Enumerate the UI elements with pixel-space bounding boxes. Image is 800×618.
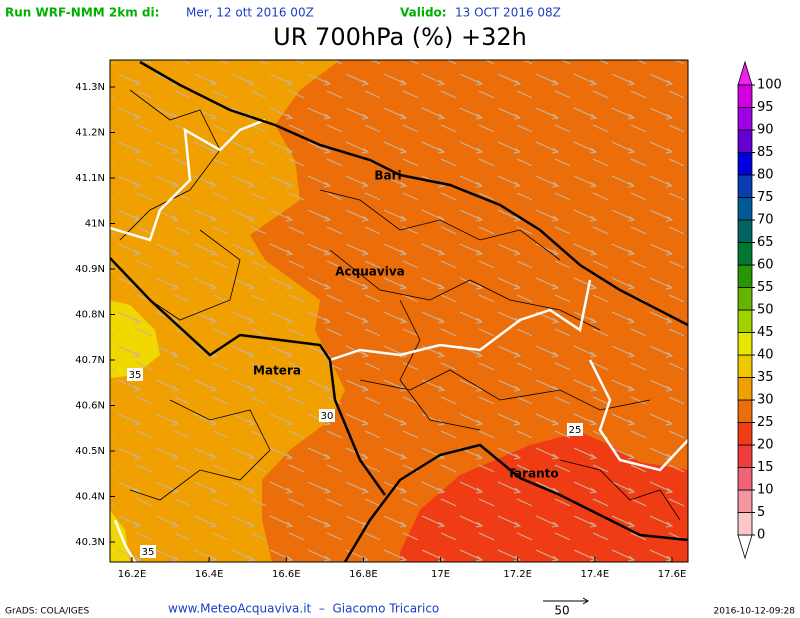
valid-label: Valido:: [400, 6, 447, 20]
run-label: Run WRF-NMM 2km di:: [5, 6, 159, 20]
contour-label: 25: [569, 425, 582, 436]
colorbar-box: [737, 512, 753, 536]
contour-label-box: [567, 423, 583, 436]
site: www.MeteoAcquaviva.it – Giacomo Tricaric…: [168, 602, 439, 616]
title: UR 700hPa (%) +32h: [273, 23, 527, 51]
colorbar-box: [737, 332, 753, 356]
header: Run WRF-NMM 2km di: Mer, 12 ott 2016 00Z…: [5, 6, 561, 52]
colorbar-box: [737, 242, 753, 266]
lat-label: 41.1N: [75, 173, 105, 184]
colorbar-label: 25: [757, 415, 774, 430]
lat-label: 40.4N: [75, 492, 105, 503]
place-label: Bari: [374, 169, 401, 183]
colorbar-box: [737, 219, 753, 243]
contour-label: 30: [321, 411, 334, 422]
contour-label: 35: [142, 547, 155, 558]
axes: 41.3N 41.2N 41.1N 41N 40.9N 40.8N 40.7N 40.6N 40…: [75, 82, 686, 580]
valid-date: 13 OCT 2016 08Z: [455, 6, 561, 20]
place-label: Matera: [253, 364, 301, 378]
place-label: Taranto: [507, 467, 558, 481]
colorbar-label: 100: [757, 78, 782, 93]
lat-label: 41.2N: [75, 128, 105, 139]
colorbar-box: [737, 309, 753, 333]
colorbar-label: 5: [757, 505, 765, 520]
lon-label: 16.2E: [118, 569, 147, 580]
colorbar-label: 60: [757, 258, 774, 273]
vector-scale: 50: [554, 604, 569, 618]
colorbar-box: [737, 467, 753, 491]
contour-label-box: [140, 545, 156, 558]
colorbar-label: 75: [757, 190, 774, 205]
lon-label: 16.4E: [195, 569, 224, 580]
credit: GrADS: COLA/IGES: [5, 607, 89, 617]
lat-label: 40.9N: [75, 264, 105, 275]
colorbar-label: 80: [757, 168, 774, 183]
lon-label: 17.6E: [658, 569, 687, 580]
colorbar-label: 95: [757, 100, 774, 115]
colorbar-box: [737, 174, 753, 198]
lon-label: 16.6E: [272, 569, 301, 580]
colorbar-box: [737, 264, 753, 288]
colorbar-label: 45: [757, 325, 774, 340]
contour-label-box: [319, 409, 335, 422]
timestamp: 2016-10-12-09:28: [714, 607, 796, 617]
colorbar-label: 85: [757, 145, 774, 160]
colorbar-box: [737, 129, 753, 153]
footer: GrADS: COLA/IGES www.MeteoAcquaviva.it –…: [5, 597, 796, 618]
colorbar-label: 50: [757, 303, 774, 318]
regional-borders: [110, 118, 688, 562]
lon-label: 16.8E: [349, 569, 378, 580]
colorbar-label: 65: [757, 235, 774, 250]
run-date: Mer, 12 ott 2016 00Z: [186, 6, 314, 20]
lon-label: 17.2E: [503, 569, 532, 580]
vector-scale-arrowhead: [582, 597, 589, 605]
wind-vectors: [110, 60, 688, 562]
contour-label: 35: [129, 370, 142, 381]
lat-label: 40.5N: [75, 446, 105, 457]
lon-label: 17E: [431, 569, 450, 580]
lat-label: 40.3N: [75, 537, 105, 548]
contour-label-box: [127, 368, 143, 381]
lat-label: 40.8N: [75, 310, 105, 321]
colorbar-min-arrow: [737, 534, 753, 560]
colorbar-box: [737, 399, 753, 423]
coastline: [110, 60, 688, 562]
colorbar-label: 20: [757, 438, 774, 453]
map: Bari Acquaviva Matera Taranto 35 30 25 3…: [110, 60, 688, 562]
colorbar-label: 70: [757, 213, 774, 228]
colorbar-box: [737, 287, 753, 311]
colorbar-box: [737, 152, 753, 176]
lon-label: 17.4E: [581, 569, 610, 580]
colorbar-label: 55: [757, 280, 774, 295]
colorbar-box: [737, 377, 753, 401]
colorbar-label: 10: [757, 483, 774, 498]
colorbar-box: [737, 107, 753, 131]
colorbar-max-arrow: [737, 60, 753, 86]
colorbar-box: [737, 84, 753, 108]
colorbar-label: 35: [757, 370, 774, 385]
colorbar-box: [737, 197, 753, 221]
colorbar-label: 40: [757, 348, 774, 363]
lat-label: 41.3N: [75, 82, 105, 93]
colorbar-label: 30: [757, 393, 774, 408]
lat-label: 40.6N: [75, 401, 105, 412]
municipal-borders: [119, 89, 681, 521]
colorbar: 0 5 10 15 20 25 30 35 40 45 50 55 60 65 70 75 80 85 90 95 10…: [737, 78, 782, 543]
colorbar-box: [737, 422, 753, 446]
place-label: Acquaviva: [335, 265, 405, 279]
map-frame: [109, 59, 689, 563]
lat-label: 40.7N: [75, 355, 105, 366]
colorbar-label: 15: [757, 460, 774, 475]
colorbar-box: [737, 489, 753, 513]
lat-label: 41N: [85, 219, 105, 230]
colorbar-box: [737, 444, 753, 468]
colorbar-label: 0: [757, 528, 765, 543]
colorbar-box: [737, 354, 753, 378]
colorbar-label: 90: [757, 123, 774, 138]
